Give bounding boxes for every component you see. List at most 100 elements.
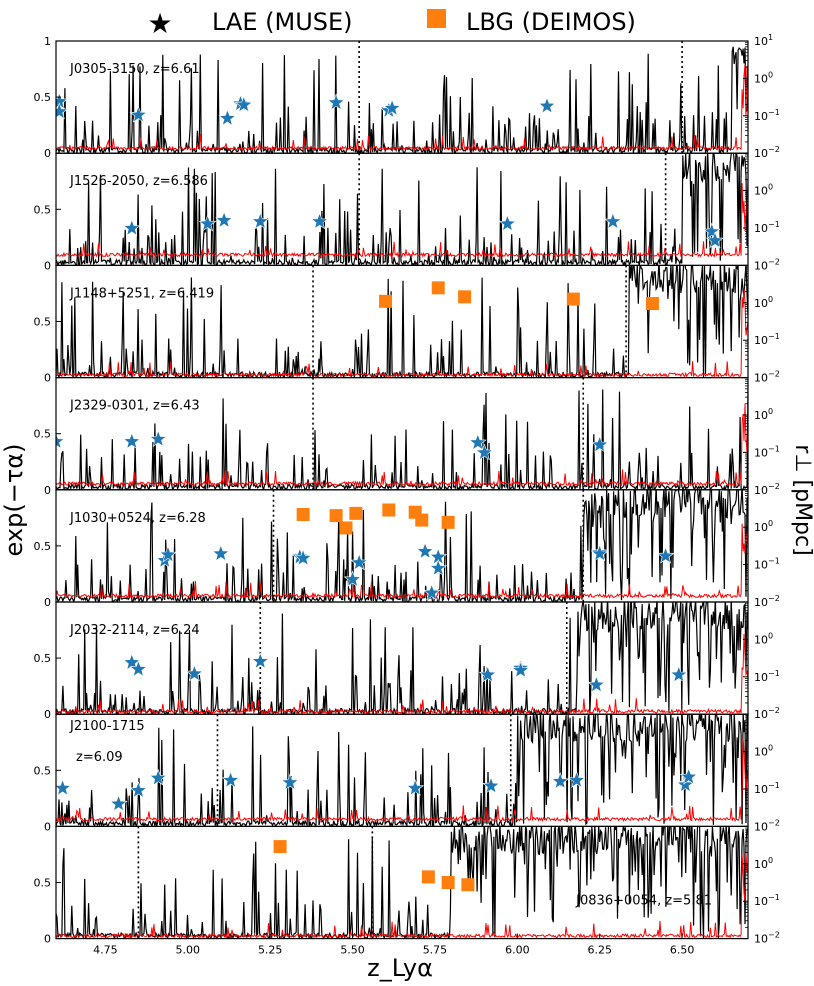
lae-star-marker <box>281 773 299 791</box>
y-tick-label-left: 0 <box>44 147 51 160</box>
lae-star-marker <box>538 96 556 114</box>
panel-plot-area <box>56 826 748 939</box>
lae-star-marker <box>129 781 148 799</box>
panel-plot-area <box>56 265 748 378</box>
panel-1: 0 0.5 10−2 10−1 100 J1526-2050, z=6.586 <box>34 152 780 272</box>
lae-star-marker <box>603 212 622 230</box>
lae-star-marker <box>218 109 237 127</box>
lae-star-marker <box>343 570 362 588</box>
lae-star-marker <box>656 546 675 564</box>
y-tick-label-left: 0 <box>44 933 51 946</box>
lae-star-marker <box>478 665 497 683</box>
y-tick-label-left: 0.5 <box>34 203 52 216</box>
lae-star-marker <box>122 432 141 450</box>
y-tick-label-left: 0.5 <box>34 652 52 665</box>
y-tick-label-left: 0 <box>44 820 51 833</box>
lae-star-marker <box>129 105 148 123</box>
lbg-square-marker <box>645 297 659 311</box>
x-tick-label: 6.50 <box>670 944 695 957</box>
y-tick-label-left: 1 <box>44 35 51 48</box>
lbg-square-marker <box>461 878 475 892</box>
panel-label: J1148+5251, z=6.419 <box>69 286 214 301</box>
y-tick-label-right: 10−1 <box>754 444 780 459</box>
y-tick-label-left: 0 <box>44 484 51 497</box>
noise-line <box>56 523 748 600</box>
lae-star-marker <box>310 212 329 230</box>
y-tick-label-left: 0.5 <box>34 428 52 441</box>
lae-star-marker <box>327 93 346 111</box>
y-tick-label-right: 101 <box>754 33 773 48</box>
lae-star-marker <box>251 652 270 669</box>
lae-star-marker <box>159 545 177 563</box>
panel-plot-area <box>56 602 748 715</box>
lbg-square-marker <box>379 294 393 308</box>
lae-star-marker <box>56 432 65 450</box>
y-tick-label-right: 10−2 <box>754 482 780 497</box>
y-tick-label-right: 100 <box>754 519 773 534</box>
y-tick-label-right: 10−1 <box>754 332 780 347</box>
lae-star-marker <box>702 222 721 240</box>
lae-star-marker <box>56 102 69 120</box>
panel-label: J2100-1715 <box>69 719 145 734</box>
y-tick-label-right: 10−1 <box>754 893 780 908</box>
x-tick-label: 6.00 <box>505 944 530 957</box>
panel-label: J2329-0301, z=6.43 <box>69 399 200 414</box>
panel-label: J2032-2114, z=6.24 <box>69 623 200 638</box>
y-tick-label-left: 0.5 <box>34 316 52 329</box>
y-tick-label-left: 0 <box>44 708 51 721</box>
panel-plot-area <box>56 41 748 154</box>
y-tick-label-right: 10−1 <box>754 220 780 235</box>
y-tick-label-left: 0 <box>44 372 51 385</box>
panel-6: 0 0.5 10−2 10−1 100 J2100-1715 z=6.09 <box>34 713 780 833</box>
lae-star-marker <box>149 429 168 447</box>
lbg-square-marker <box>415 513 429 527</box>
panel-0: 0 0.5 1 10−2 10−1 100 101 J0305-3150, z=6.61 <box>34 33 780 160</box>
lbg-square-marker <box>329 509 343 523</box>
lae-star-marker <box>706 231 724 249</box>
flux-line <box>56 826 748 939</box>
y-tick-label-left: 0 <box>44 596 51 609</box>
lae-star-marker <box>251 212 270 230</box>
lae-star-marker <box>590 435 609 453</box>
y-tick-label-right: 10−2 <box>754 257 780 272</box>
y-tick-label-right: 10−1 <box>754 108 780 123</box>
lbg-square-marker <box>441 515 455 529</box>
flux-line <box>56 602 748 715</box>
legend-square-marker <box>427 9 446 28</box>
lbg-square-marker <box>421 870 435 884</box>
lbg-square-marker <box>566 292 580 306</box>
y-tick-label-right: 100 <box>754 631 773 646</box>
y-tick-label-right: 100 <box>754 70 773 85</box>
panel-label: J1030+0524, z=6.28 <box>69 511 206 526</box>
panel-4: 0 0.5 10−2 10−1 100 J1030+0524, z=6.28 <box>34 489 780 609</box>
lbg-square-marker <box>441 876 455 889</box>
lbg-square-marker <box>273 840 287 854</box>
y-tick-label-left: 0.5 <box>34 764 52 777</box>
flux-line <box>56 153 748 266</box>
y-tick-label-right: 100 <box>754 407 773 422</box>
panel-3: 0 0.5 10−2 10−1 100 J2329-0301, z=6.43 <box>34 377 780 497</box>
y-tick-label-right: 10−1 <box>754 781 780 796</box>
lae-star-marker <box>185 664 204 682</box>
flux-line <box>56 714 748 827</box>
flux-line <box>56 388 748 490</box>
lae-star-marker <box>511 661 530 678</box>
legend: ★ LAE (MUSE) LBG (DEIMOS) <box>147 7 635 40</box>
y-tick-label-right: 10−2 <box>754 594 780 609</box>
lae-star-marker <box>122 653 141 671</box>
noise-line <box>56 853 748 939</box>
noise-line <box>56 64 748 152</box>
legend-star-marker: ★ <box>147 7 172 40</box>
lae-star-marker <box>56 778 72 796</box>
lae-star-marker <box>383 98 402 116</box>
y-tick-label-right: 10−2 <box>754 818 780 833</box>
x-axis: 4.75 5.00 5.25 5.50 5.75 6.00 6.25 6.50 <box>93 933 695 957</box>
lae-star-marker <box>294 548 313 566</box>
lae-star-marker <box>669 665 688 683</box>
x-tick-label: 5.50 <box>340 944 365 957</box>
panel-plot-area <box>56 489 748 602</box>
lae-star-marker <box>551 772 570 790</box>
x-tick-label: 5.00 <box>176 944 201 957</box>
lae-star-marker <box>468 433 487 451</box>
